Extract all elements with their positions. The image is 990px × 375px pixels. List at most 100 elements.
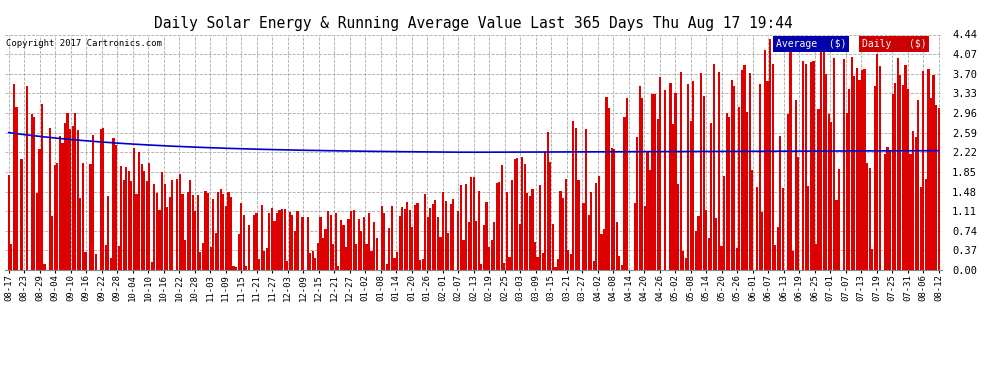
Bar bbox=[721, 246, 723, 270]
Bar bbox=[836, 200, 838, 270]
Bar bbox=[161, 172, 163, 270]
Bar bbox=[853, 76, 855, 270]
Bar bbox=[314, 258, 317, 270]
Bar bbox=[682, 251, 684, 270]
Bar bbox=[771, 64, 774, 270]
Bar bbox=[731, 80, 733, 270]
Bar bbox=[871, 249, 873, 270]
Bar bbox=[923, 70, 925, 270]
Bar bbox=[153, 184, 155, 270]
Bar bbox=[437, 217, 439, 270]
Bar bbox=[805, 64, 807, 270]
Bar bbox=[445, 201, 446, 270]
Bar bbox=[930, 98, 932, 270]
Bar bbox=[64, 123, 66, 270]
Bar bbox=[585, 129, 587, 270]
Bar bbox=[590, 192, 592, 270]
Bar bbox=[302, 217, 304, 270]
Bar bbox=[82, 163, 84, 270]
Bar bbox=[430, 208, 432, 270]
Bar bbox=[861, 70, 863, 270]
Bar bbox=[343, 225, 345, 270]
Bar bbox=[626, 98, 628, 270]
Bar bbox=[751, 170, 753, 270]
Bar bbox=[368, 213, 370, 270]
Bar bbox=[618, 255, 621, 270]
Bar bbox=[575, 128, 577, 270]
Bar bbox=[718, 72, 720, 270]
Bar bbox=[383, 213, 385, 270]
Bar bbox=[511, 180, 513, 270]
Bar bbox=[582, 203, 585, 270]
Bar bbox=[475, 220, 477, 270]
Bar bbox=[933, 75, 935, 270]
Text: Average  ($): Average ($) bbox=[775, 39, 846, 49]
Bar bbox=[496, 183, 498, 270]
Bar bbox=[564, 180, 566, 270]
Bar bbox=[393, 258, 396, 270]
Bar bbox=[741, 70, 743, 270]
Bar bbox=[716, 218, 718, 270]
Bar bbox=[335, 213, 337, 270]
Bar bbox=[687, 84, 689, 270]
Bar bbox=[588, 215, 590, 270]
Bar bbox=[291, 215, 293, 270]
Bar bbox=[705, 210, 707, 270]
Bar bbox=[243, 215, 245, 270]
Bar bbox=[350, 211, 352, 270]
Bar bbox=[713, 64, 715, 270]
Bar bbox=[595, 183, 597, 270]
Bar bbox=[572, 121, 574, 270]
Bar bbox=[897, 58, 899, 270]
Bar bbox=[743, 65, 745, 270]
Bar bbox=[365, 244, 367, 270]
Bar bbox=[10, 243, 13, 270]
Bar bbox=[527, 194, 529, 270]
Bar bbox=[69, 129, 71, 270]
Text: Daily   ($): Daily ($) bbox=[862, 39, 927, 49]
Bar bbox=[465, 184, 467, 270]
Bar bbox=[44, 264, 46, 270]
Bar bbox=[758, 84, 761, 270]
Bar bbox=[915, 137, 917, 270]
Bar bbox=[879, 66, 881, 270]
Bar bbox=[39, 149, 41, 270]
Bar bbox=[866, 163, 868, 270]
Bar bbox=[559, 191, 561, 270]
Bar bbox=[171, 180, 173, 270]
Bar bbox=[577, 180, 579, 270]
Bar bbox=[194, 210, 196, 270]
Bar bbox=[123, 180, 125, 270]
Bar bbox=[102, 128, 104, 270]
Bar bbox=[874, 86, 876, 270]
Bar bbox=[447, 233, 449, 270]
Bar bbox=[692, 81, 695, 270]
Bar bbox=[281, 209, 283, 270]
Bar bbox=[756, 188, 758, 270]
Bar bbox=[637, 137, 639, 270]
Bar bbox=[904, 65, 907, 270]
Bar bbox=[654, 94, 656, 270]
Bar bbox=[204, 191, 207, 270]
Bar bbox=[551, 224, 554, 270]
Bar bbox=[769, 39, 771, 270]
Bar bbox=[381, 206, 383, 270]
Bar bbox=[519, 224, 521, 270]
Bar bbox=[355, 244, 357, 270]
Bar bbox=[613, 149, 616, 270]
Bar bbox=[401, 207, 403, 270]
Bar bbox=[485, 202, 487, 270]
Bar bbox=[554, 267, 556, 270]
Bar bbox=[273, 220, 275, 270]
Bar bbox=[58, 136, 61, 270]
Bar bbox=[664, 90, 666, 270]
Bar bbox=[782, 188, 784, 270]
Bar bbox=[309, 253, 311, 270]
Bar bbox=[928, 69, 930, 270]
Bar bbox=[325, 229, 327, 270]
Bar bbox=[501, 165, 503, 270]
Bar bbox=[646, 152, 648, 270]
Bar bbox=[184, 240, 186, 270]
Bar bbox=[925, 179, 927, 270]
Bar bbox=[886, 147, 889, 270]
